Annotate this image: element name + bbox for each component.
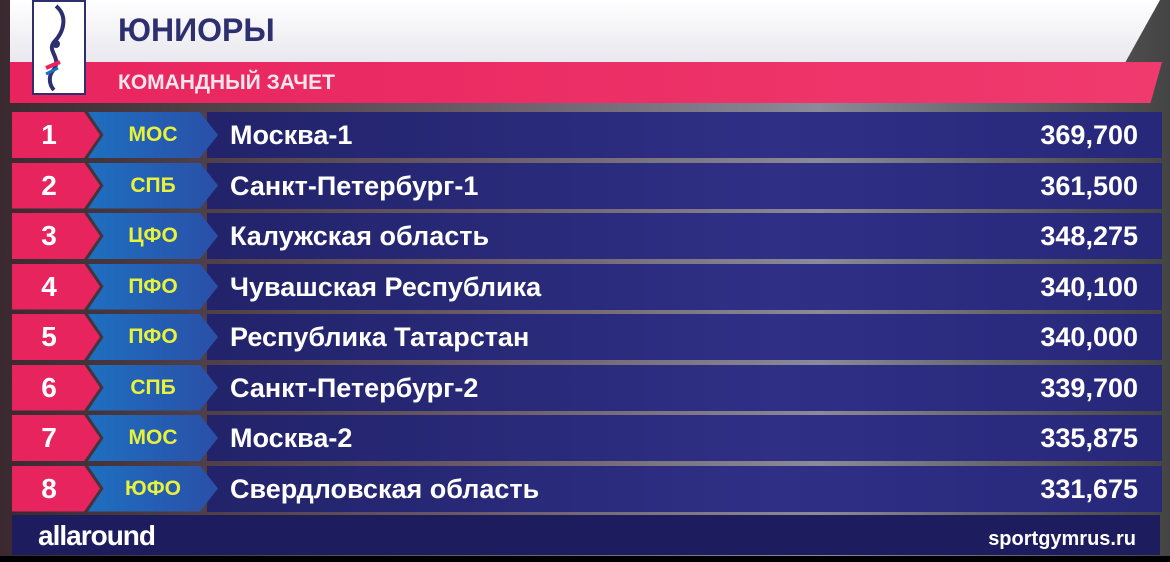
row-bar [207, 263, 1162, 310]
rank: 8 [12, 465, 100, 512]
team-name: Свердловская область [230, 473, 540, 504]
team-name: Москва-2 [230, 423, 353, 453]
rank: 1 [12, 112, 100, 158]
row-bar [207, 314, 1162, 360]
header-bar [10, 0, 1160, 62]
region-code: ЮФО [88, 465, 218, 512]
row-bar [207, 162, 1162, 209]
standings-row: 2 СПБ Санкт-Петербург-1 361,500 [12, 162, 1162, 209]
subtitle: КОМАНДНЫЙ ЗАЧЕТ [118, 71, 335, 94]
team-name: Калужская область [230, 221, 490, 251]
team-score: 335,875 [1040, 423, 1138, 453]
region-code: МОС [88, 415, 218, 461]
team-name: Республика Татарстан [230, 322, 530, 352]
standings-row: 8 ЮФО Свердловская область 331,675 [12, 465, 1162, 512]
region-code: СПБ [88, 364, 218, 411]
rank: 7 [12, 415, 100, 461]
row-bar [207, 465, 1162, 512]
rank: 4 [12, 263, 100, 310]
standings-row: 5 ПФО Республика Татарстан 340,000 [12, 314, 1162, 360]
allaround-logo: allaround [38, 520, 156, 551]
team-name: Санкт-Петербург-2 [230, 372, 479, 403]
rank: 2 [12, 162, 100, 209]
region-code: ЦФО [88, 213, 218, 259]
region-code: ПФО [88, 314, 218, 360]
team-name: Москва-1 [230, 120, 353, 150]
team-name: Санкт-Петербург-1 [230, 170, 479, 201]
row-bar [207, 213, 1162, 259]
rank: 5 [12, 314, 100, 360]
standings-row: 7 МОС Москва-2 335,875 [12, 415, 1162, 461]
subtitle-bar [10, 62, 1162, 103]
row-bar [207, 415, 1162, 461]
footer-bar [12, 515, 1160, 555]
team-score: 369,700 [1040, 120, 1138, 150]
row-bar [207, 364, 1162, 411]
team-score: 339,700 [1040, 372, 1138, 403]
team-name: Чувашская Республика [230, 271, 542, 302]
team-score: 348,275 [1040, 221, 1138, 251]
region-code: ПФО [88, 263, 218, 310]
team-score: 361,500 [1040, 170, 1138, 201]
website-url: sportgymrus.ru [988, 528, 1136, 550]
row-bar [207, 112, 1162, 158]
region-code: МОС [88, 112, 218, 158]
team-score: 340,000 [1040, 322, 1138, 352]
standings-row: 6 СПБ Санкт-Петербург-2 339,700 [12, 364, 1162, 411]
team-score: 340,100 [1040, 271, 1138, 302]
page-title: ЮНИОРЫ [118, 12, 275, 48]
standings-row: 3 ЦФО Калужская область 348,275 [12, 213, 1162, 259]
region-code: СПБ [88, 162, 218, 209]
standings-row: 1 МОС Москва-1 369,700 [12, 112, 1162, 158]
rank: 6 [12, 364, 100, 411]
rank: 3 [12, 213, 100, 259]
bottom-edge [0, 556, 1170, 562]
standings-row: 4 ПФО Чувашская Республика 340,100 [12, 263, 1162, 310]
team-score: 331,675 [1040, 473, 1138, 504]
gymnastics-federation-logo [32, 0, 86, 95]
